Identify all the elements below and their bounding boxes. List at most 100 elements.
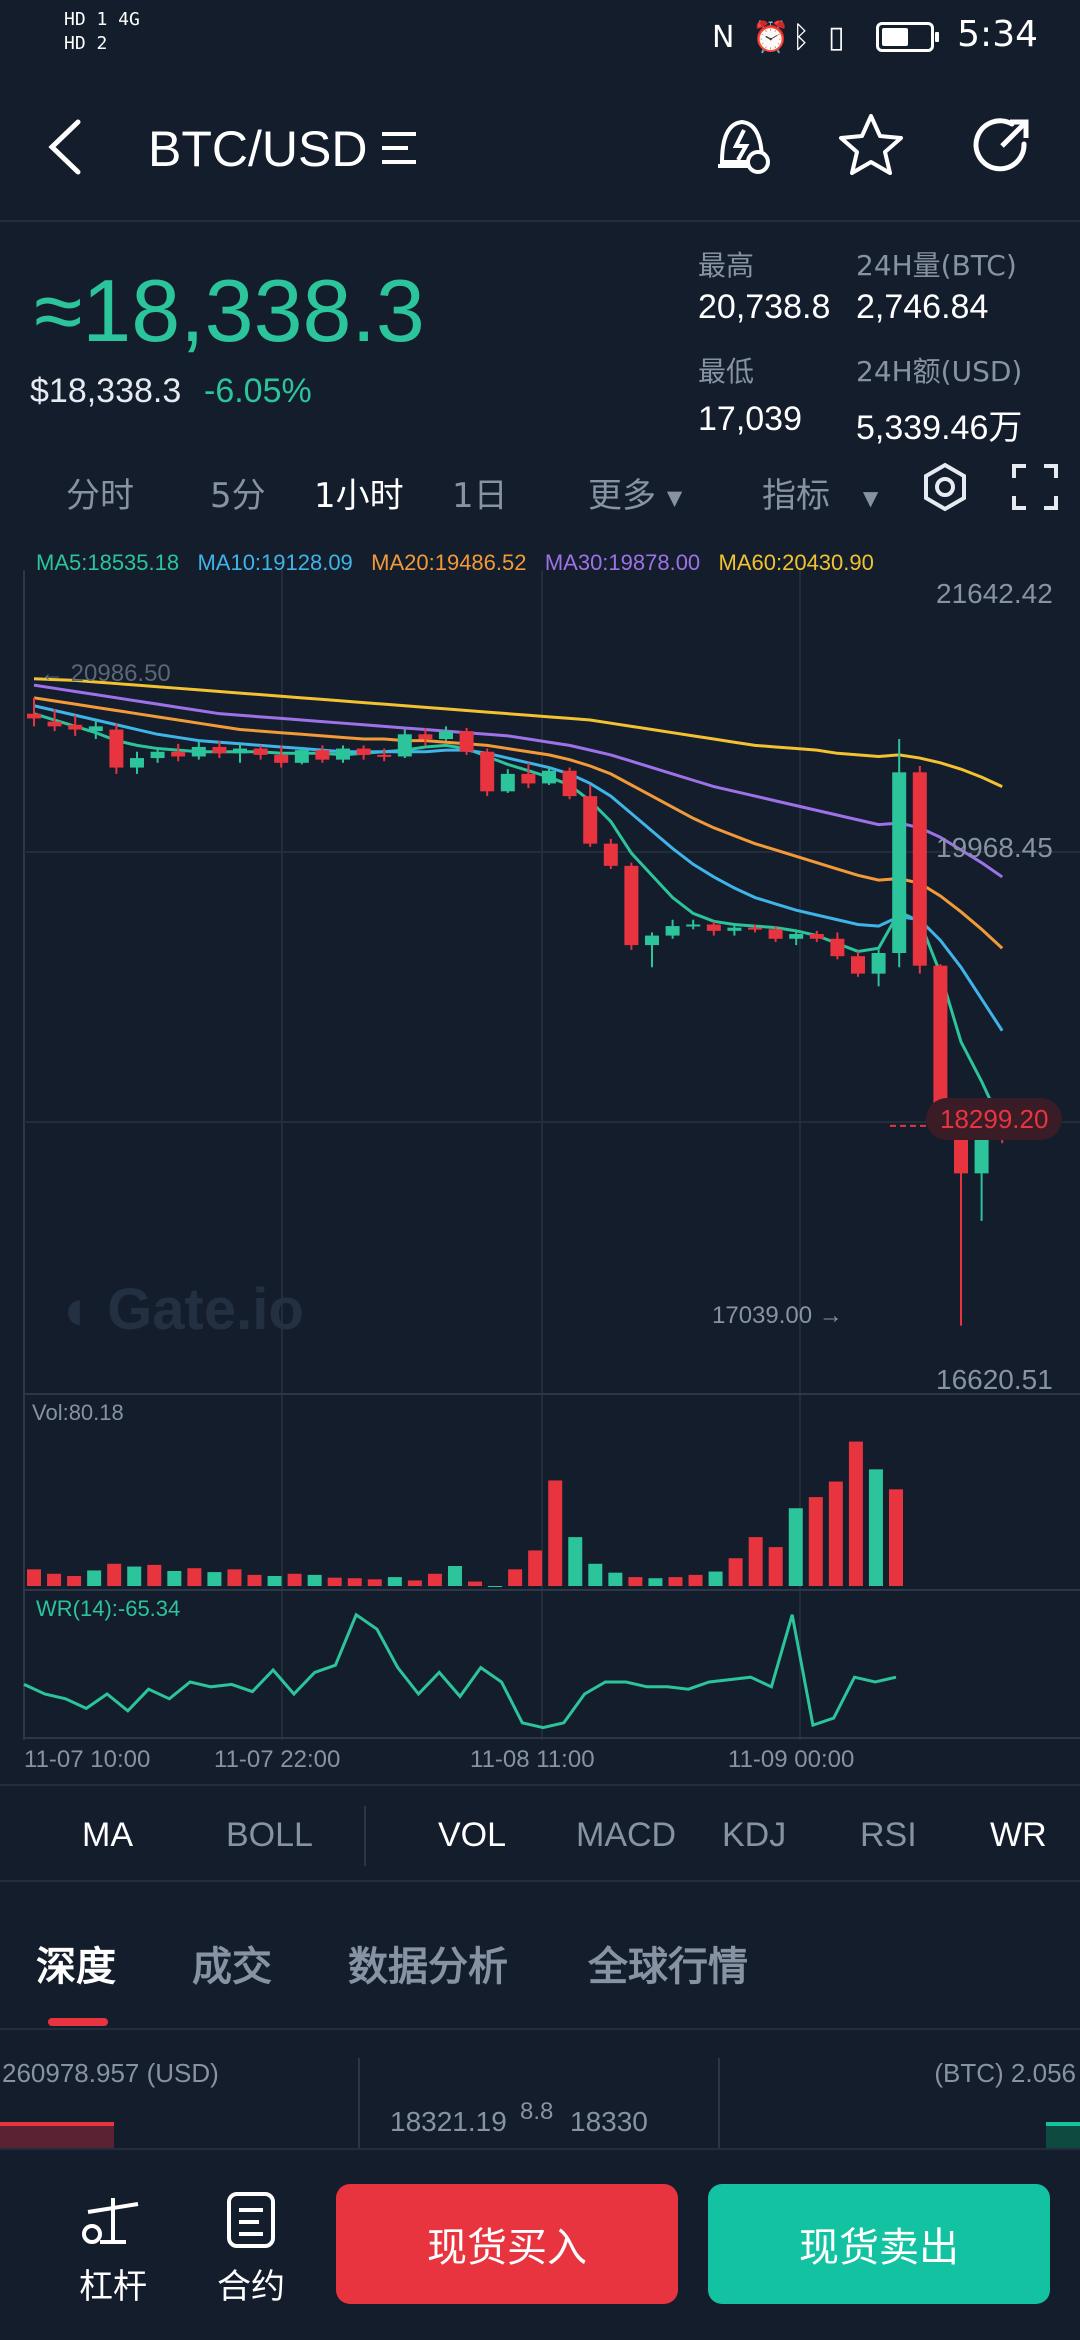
star-icon[interactable] xyxy=(838,112,904,178)
candle-body xyxy=(109,729,124,768)
caret-down-icon: ▼ xyxy=(862,485,879,510)
volume-bar xyxy=(868,1469,883,1586)
tab-1hour[interactable]: 1小时 xyxy=(314,476,404,516)
depth-right-amount: (BTC) 2.056 xyxy=(934,2058,1076,2088)
low-marker-value: 17039.00 xyxy=(712,1302,813,1329)
volume-bar xyxy=(207,1572,222,1586)
volume-bar xyxy=(127,1566,142,1586)
volume-bar xyxy=(67,1576,82,1586)
pair-title[interactable]: BTC/USD xyxy=(148,121,368,177)
volume-bar xyxy=(708,1571,723,1586)
tab-indicators[interactable]: 指标 ▼ xyxy=(762,468,878,517)
candle-body xyxy=(253,748,268,755)
candle-body xyxy=(315,750,330,760)
wr-line xyxy=(23,1612,897,1730)
current-price-tag: 18299.20 xyxy=(926,1098,1063,1140)
signal-indicator: HD 1 4G HD 2 xyxy=(64,8,140,56)
battery-fill xyxy=(882,28,909,46)
volume-bar xyxy=(848,1441,863,1586)
candle-body xyxy=(727,927,742,931)
tab-macd[interactable]: MACD xyxy=(576,1816,677,1854)
arrow-left-icon: ← xyxy=(40,660,64,687)
candle-body xyxy=(748,927,762,930)
clock: 5:34 xyxy=(957,14,1038,55)
volume-bar xyxy=(528,1550,543,1586)
time-tick: 11-08 11:00 xyxy=(470,1746,595,1773)
spot-sell-button[interactable]: 现货卖出 xyxy=(708,2184,1050,2304)
volume-bar xyxy=(367,1579,382,1586)
volume-bar xyxy=(828,1481,843,1586)
volume-bar xyxy=(788,1508,803,1586)
candle-body xyxy=(624,865,639,946)
tab-boll[interactable]: BOLL xyxy=(226,1816,313,1854)
tab-5min[interactable]: 5分 xyxy=(210,476,266,516)
tab-kdj[interactable]: KDJ xyxy=(722,1816,787,1854)
price-axis-bottom: 16620.51 xyxy=(936,1364,1053,1395)
price-alert-icon[interactable] xyxy=(710,110,774,180)
settings-icon[interactable] xyxy=(920,462,970,512)
price-axis-mid: 19968.45 xyxy=(936,832,1053,863)
low-marker: 17039.00 → xyxy=(712,1302,843,1330)
candle-body xyxy=(171,751,186,757)
fullscreen-icon[interactable] xyxy=(1012,464,1058,510)
vol-value: 2,746.84 xyxy=(856,288,989,326)
change-percent: -6.05% xyxy=(204,372,312,410)
tab-ma[interactable]: MA xyxy=(82,1816,133,1854)
indicator-bottom-divider xyxy=(0,1880,1080,1882)
volume-bar xyxy=(427,1573,442,1586)
tab-timeline[interactable]: 分时 xyxy=(66,476,134,516)
share-icon[interactable] xyxy=(972,114,1036,178)
volume-bar xyxy=(508,1569,523,1586)
tab-more[interactable]: 更多 ▼ xyxy=(588,468,682,517)
volume-bar xyxy=(107,1563,122,1586)
tab-trades[interactable]: 成交 xyxy=(192,1944,272,1990)
candle-body xyxy=(274,754,289,763)
ma20-label: MA20:19486.52 xyxy=(371,550,527,575)
candle-body xyxy=(768,929,783,939)
volume-bar xyxy=(187,1568,202,1586)
volume-bar xyxy=(147,1564,162,1586)
candle-body xyxy=(459,731,474,752)
ma30-label: MA30:19878.00 xyxy=(544,550,701,575)
leverage-label: 杠杆 xyxy=(79,2267,147,2307)
candle-body xyxy=(233,748,247,754)
sim1-label: HD 1 4G xyxy=(64,9,140,30)
candle-body xyxy=(336,748,350,760)
candle-body xyxy=(851,956,865,974)
volume-bar xyxy=(548,1480,563,1586)
candle-body xyxy=(665,926,680,936)
indicator-divider xyxy=(0,1784,1080,1786)
leverage-button[interactable]: 杠杆 xyxy=(68,2190,158,2308)
tab-global[interactable]: 全球行情 xyxy=(588,1944,748,1990)
back-arrow-icon[interactable] xyxy=(40,112,90,182)
gate-logo-icon: ◖ xyxy=(56,1277,92,1342)
tab-separator xyxy=(364,1806,366,1866)
depth-gridline xyxy=(718,2058,720,2148)
tab-wr[interactable]: WR xyxy=(990,1816,1047,1854)
status-bar: HD 1 4G HD 2 N ⏰ ᛒ ▯ 5:34 xyxy=(0,0,1080,72)
tab-depth[interactable]: 深度 xyxy=(36,1944,116,1990)
candle-body xyxy=(439,731,453,740)
ma5-line xyxy=(33,712,1004,1127)
tab-vol[interactable]: VOL xyxy=(438,1816,507,1854)
tab-rsi[interactable]: RSI xyxy=(860,1816,917,1854)
list-icon[interactable] xyxy=(378,126,420,170)
ma20-line xyxy=(33,696,1004,950)
low-label: 最低 xyxy=(698,355,755,388)
volume-bar xyxy=(447,1566,462,1586)
candle-body xyxy=(912,772,927,966)
tab-analysis[interactable]: 数据分析 xyxy=(348,1944,508,1990)
volume-bar xyxy=(808,1497,823,1586)
alarm-icon: ⏰ xyxy=(752,20,790,55)
vibrate-icon: ▯ xyxy=(828,20,845,55)
volume-bar xyxy=(87,1570,102,1586)
last-price: ≈18,338.3 xyxy=(34,261,425,360)
depth-preview: 260978.957 (USD) (BTC) 2.056 18321.19 8.… xyxy=(0,2058,1080,2148)
amount-label: 24H额(USD) xyxy=(856,355,1023,388)
spot-buy-button[interactable]: 现货买入 xyxy=(336,2184,678,2304)
price-axis-top: 21642.42 xyxy=(936,578,1053,609)
ma5-label: MA5:18535.18 xyxy=(36,550,180,575)
active-tab-indicator xyxy=(48,2018,108,2026)
contract-button[interactable]: 合约 xyxy=(206,2190,296,2308)
tab-1day[interactable]: 1日 xyxy=(452,476,508,516)
